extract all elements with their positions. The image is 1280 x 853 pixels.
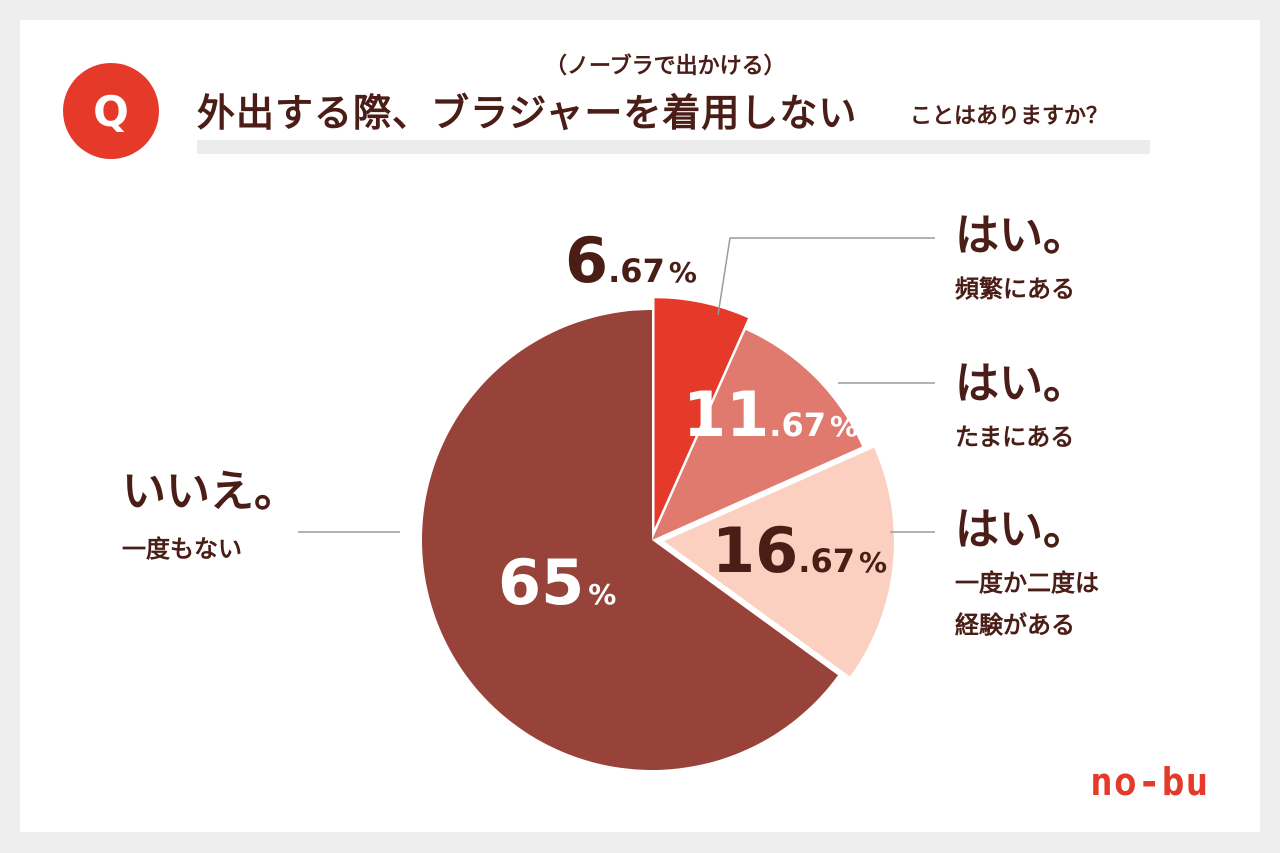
question-title-tail: ことはありますか？ bbox=[910, 104, 1109, 129]
leader-line-frequent bbox=[717, 237, 935, 316]
pct-label-frequent: 6.67% bbox=[565, 224, 697, 297]
pie-slice-never bbox=[421, 310, 839, 771]
pct-label-never: 65% bbox=[498, 546, 617, 619]
category-sub-once-or-twice-2: 経験がある bbox=[955, 611, 1075, 639]
category-label-frequent: はい。 bbox=[955, 210, 1087, 261]
category-sub-once-or-twice-1: 一度か二度は bbox=[955, 569, 1099, 597]
category-sub-frequent: 頻繁にある bbox=[955, 275, 1075, 303]
pie-slice-once-or-twice bbox=[663, 447, 894, 677]
brand-logo: no-bu bbox=[1090, 760, 1210, 804]
pct-label-once-or-twice: 16.67% bbox=[712, 514, 888, 587]
question-title: 外出する際、ブラジャーを着用しない bbox=[197, 91, 858, 135]
category-sub-never: 一度もない bbox=[122, 535, 242, 563]
question-badge: Q bbox=[63, 63, 159, 159]
category-label-sometimes: はい。 bbox=[955, 358, 1087, 409]
category-label-never: いいえ。 bbox=[122, 466, 298, 517]
pie-slice-frequent bbox=[654, 298, 749, 529]
category-sub-sometimes: たまにある bbox=[955, 423, 1075, 451]
category-label-once-or-twice: はい。 bbox=[955, 504, 1087, 555]
title-underline bbox=[197, 140, 1150, 154]
pct-label-sometimes: 11.67% bbox=[683, 378, 859, 451]
pie-slice-sometimes bbox=[652, 329, 863, 540]
title-annotation: （ノーブラで出かける） bbox=[545, 54, 786, 79]
